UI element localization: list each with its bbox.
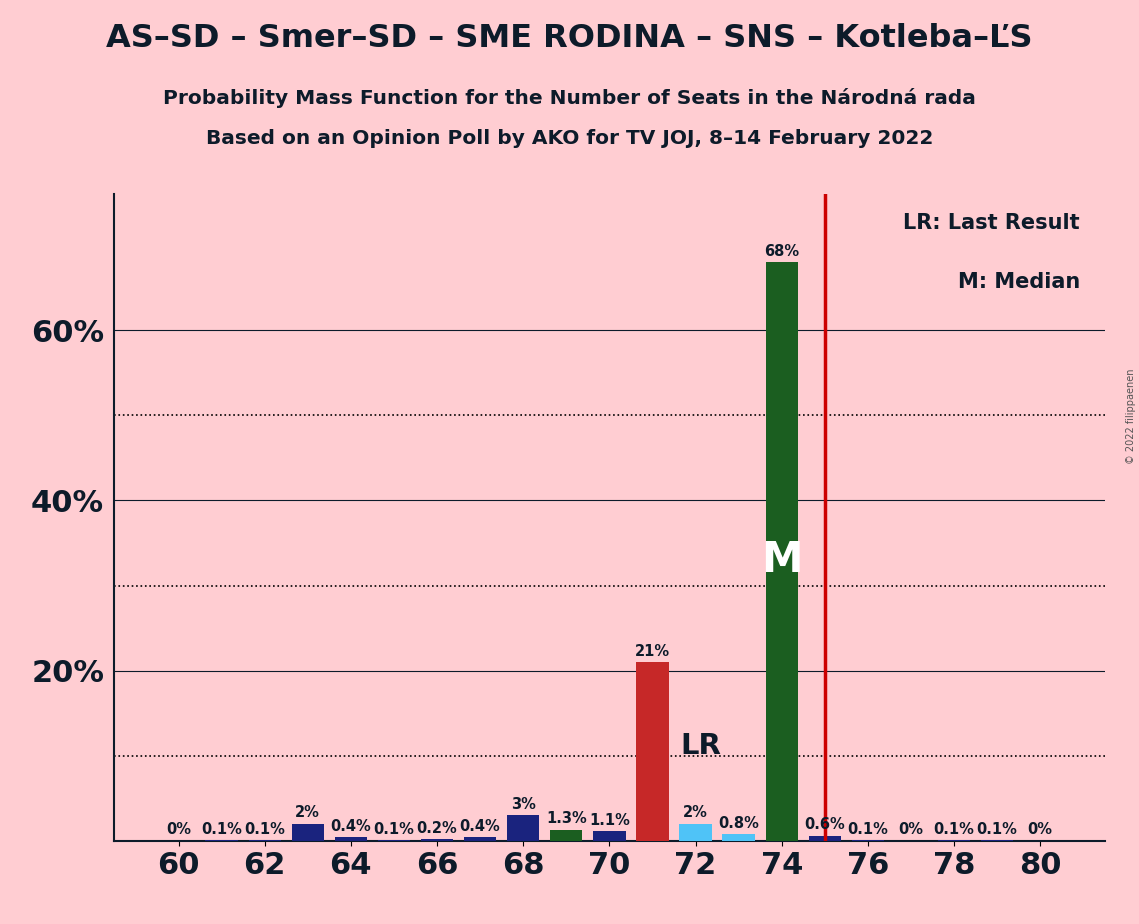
Bar [679,824,712,841]
Text: 0.1%: 0.1% [244,821,285,836]
Text: M: M [761,539,803,581]
Bar [722,834,755,841]
Bar [507,815,540,841]
Text: Probability Mass Function for the Number of Seats in the Národná rada: Probability Mass Function for the Number… [163,88,976,108]
Text: 0%: 0% [899,822,924,837]
Text: 0.8%: 0.8% [719,816,759,831]
Text: 1.3%: 1.3% [546,811,587,826]
Text: 0.1%: 0.1% [976,821,1017,836]
Text: 21%: 21% [634,644,670,659]
Bar [464,837,497,841]
Text: LR: LR [680,732,721,760]
Text: 1.1%: 1.1% [589,813,630,828]
Text: M: Median: M: Median [958,272,1080,292]
Text: 0.4%: 0.4% [460,819,500,834]
Text: Based on an Opinion Poll by AKO for TV JOJ, 8–14 February 2022: Based on an Opinion Poll by AKO for TV J… [206,129,933,149]
Bar [765,262,797,841]
Text: 0.1%: 0.1% [847,821,888,836]
Text: 0.6%: 0.6% [804,818,845,833]
Bar [421,839,453,841]
Bar [550,830,582,841]
Bar [637,663,669,841]
Text: 0.1%: 0.1% [934,821,975,836]
Text: 0%: 0% [166,822,191,837]
Bar [292,824,323,841]
Text: 0.2%: 0.2% [417,821,458,835]
Text: LR: Last Result: LR: Last Result [903,213,1080,234]
Bar [335,837,367,841]
Bar [809,835,841,841]
Text: 0.4%: 0.4% [330,819,371,834]
Text: 0.1%: 0.1% [374,821,415,836]
Text: 3%: 3% [510,796,535,812]
Bar [593,832,625,841]
Text: 0%: 0% [1027,822,1052,837]
Text: 0.1%: 0.1% [202,821,243,836]
Text: 2%: 2% [683,806,708,821]
Text: 2%: 2% [295,806,320,821]
Text: AS–SD – Smer–SD – SME RODINA – SNS – Kotleba–ĽS: AS–SD – Smer–SD – SME RODINA – SNS – Kot… [106,23,1033,55]
Text: 68%: 68% [764,244,800,259]
Text: © 2022 filippaenen: © 2022 filippaenen [1125,368,1136,464]
